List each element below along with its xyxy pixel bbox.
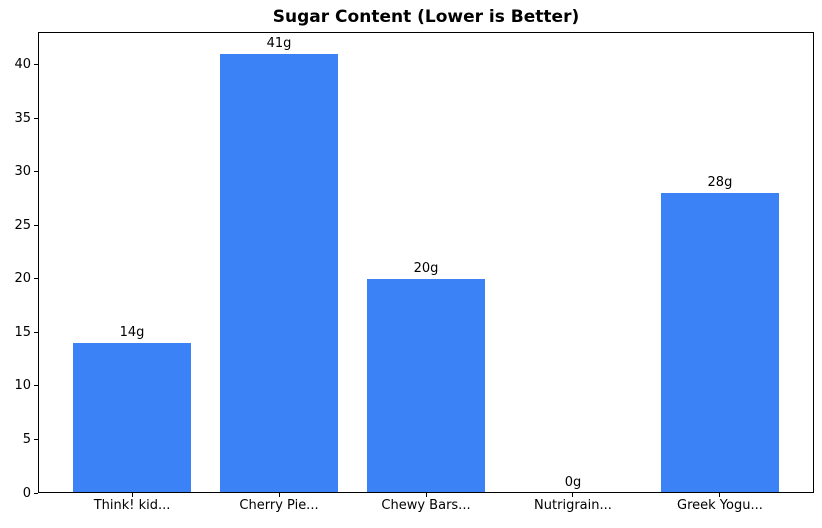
y-tick-label: 25 <box>14 217 31 233</box>
y-tick-mark <box>34 385 38 387</box>
bar-value-label: 20g <box>413 260 439 276</box>
y-tick-mark <box>34 171 38 173</box>
y-tick-label: 0 <box>22 485 31 501</box>
y-tick-label: 30 <box>14 164 31 180</box>
bar-value-label: 0g <box>564 475 582 490</box>
x-tick-mark <box>425 493 427 497</box>
x-tick-label: Chewy Bars... <box>381 498 471 513</box>
y-tick-label: 35 <box>14 110 31 126</box>
y-tick-label: 40 <box>14 57 31 73</box>
x-tick-mark <box>572 493 574 497</box>
y-tick-mark <box>34 117 38 119</box>
bar <box>220 53 338 492</box>
y-tick-label: 15 <box>14 324 31 340</box>
bar <box>367 278 485 492</box>
bar-value-label: 41g <box>266 35 292 51</box>
y-tick-label: 20 <box>14 271 31 287</box>
x-tick-mark <box>131 493 133 497</box>
y-tick-label: 10 <box>14 378 31 394</box>
x-tick-label: Nutrigrain... <box>534 498 612 513</box>
x-tick-label: Greek Yogu... <box>677 498 763 513</box>
y-tick-mark <box>34 492 38 494</box>
y-tick-mark <box>34 278 38 280</box>
y-tick-mark <box>34 64 38 66</box>
bar <box>661 193 779 492</box>
y-tick-label: 5 <box>22 431 31 447</box>
bar <box>73 343 191 492</box>
bar-value-label: 14g <box>119 325 145 341</box>
x-tick-label: Cherry Pie... <box>239 498 319 513</box>
x-tick-label: Think! kid... <box>93 498 171 513</box>
x-tick-mark <box>278 493 280 497</box>
y-tick-mark <box>34 438 38 440</box>
y-tick-mark <box>34 331 38 333</box>
x-tick-mark <box>719 493 721 497</box>
chart-title: Sugar Content (Lower is Better) <box>272 7 580 27</box>
y-tick-mark <box>34 224 38 226</box>
bar-value-label: 28g <box>707 175 733 191</box>
